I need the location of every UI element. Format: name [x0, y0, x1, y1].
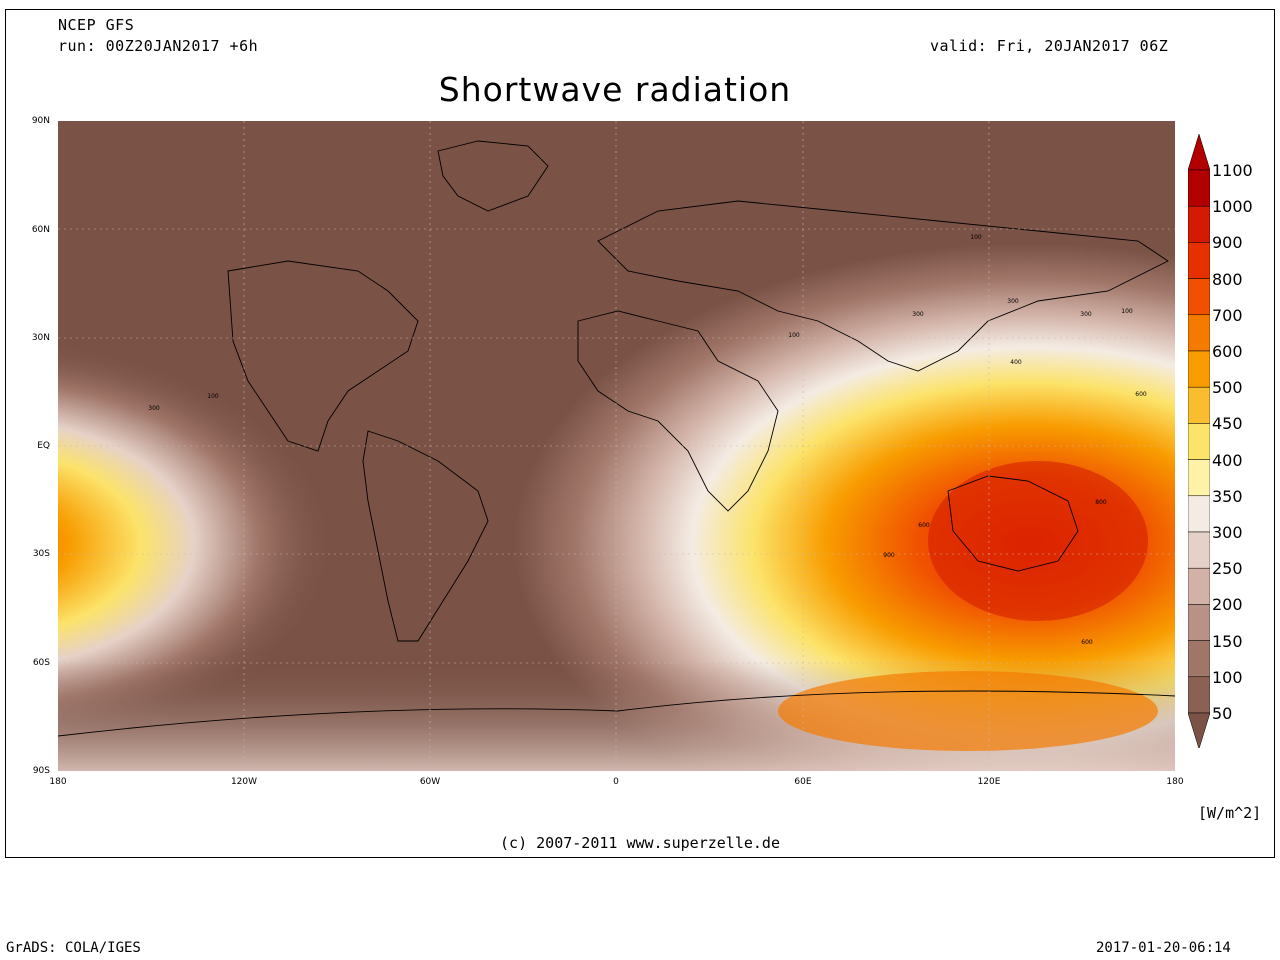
colorbar-swatch — [1188, 242, 1210, 279]
contour-label: 300 — [1007, 298, 1019, 305]
lon-label-60e: 60E — [794, 777, 812, 787]
colorbar-bottom-arrow — [1188, 712, 1210, 748]
contour-label: 800 — [1095, 499, 1107, 506]
colorbar-swatch — [1188, 640, 1210, 678]
lat-label-90n: 90N — [31, 116, 50, 126]
colorbar-swatch — [1188, 350, 1210, 388]
colorbar-swatch — [1188, 531, 1210, 569]
colorbar-level-label: 50 — [1212, 704, 1233, 723]
valid-time: valid: Fri, 20JAN2017 06Z — [930, 37, 1169, 55]
lon-label-180e: 180 — [1166, 777, 1184, 787]
lon-label-0: 0 — [613, 777, 619, 787]
colorbar-level-label: 200 — [1212, 595, 1243, 615]
antarctica-outline — [57, 690, 1176, 737]
colorbar-level-label: 350 — [1212, 486, 1243, 506]
graticule — [58, 121, 1175, 771]
contour-label: 100 — [970, 234, 982, 241]
colorbar-level-label: 900 — [1212, 233, 1243, 253]
south-america-outline — [362, 430, 489, 642]
colorbar-swatch — [1188, 278, 1210, 316]
africa-outline — [577, 310, 779, 512]
colorbar-top-arrow — [1188, 134, 1210, 171]
lon-label-180w: 180 — [49, 777, 67, 787]
copyright: (c) 2007-2011 www.superzelle.de — [500, 834, 780, 852]
contour-label: 100 — [207, 393, 219, 400]
colorbar-level-label: 800 — [1212, 269, 1243, 289]
contour-label: 600 — [1081, 639, 1093, 646]
contour-label: 300 — [1080, 311, 1092, 318]
colorbar-swatch — [1188, 169, 1210, 207]
footer-left: GrADS: COLA/IGES — [6, 940, 141, 956]
australia-max — [928, 461, 1148, 621]
colorbar-swatch — [1188, 386, 1210, 424]
contour-label: 300 — [912, 311, 924, 318]
lat-label-60s: 60S — [32, 658, 50, 668]
lat-label-eq: EQ — [37, 441, 50, 451]
colorbar-level-label: 600 — [1212, 342, 1243, 361]
colorbar-level-label: 500 — [1212, 378, 1243, 398]
lat-label-90s: 90S — [32, 766, 50, 776]
colorbar-unit: [W/m^2] — [1198, 804, 1262, 822]
colorbar-swatch — [1188, 423, 1210, 460]
footer-right: 2017-01-20-06:14 — [1096, 940, 1231, 956]
greenland-outline — [437, 140, 549, 212]
colorbar-level-label: 1000 — [1212, 197, 1253, 217]
colorbar-swatch — [1188, 459, 1210, 497]
colorbar-level-label: 300 — [1212, 523, 1243, 542]
colorbar-level-label: 400 — [1212, 450, 1243, 470]
lon-label-120w: 120W — [230, 777, 258, 787]
colorbar-swatch — [1188, 205, 1210, 243]
lon-label-120e: 120E — [977, 777, 1001, 787]
contour-label: 600 — [918, 522, 930, 529]
contour-label: 100 — [788, 332, 800, 339]
antarctic-high-band — [778, 671, 1158, 751]
plot-frame — [5, 9, 1275, 858]
radiation-map: 100 300 300 100 100 300 400 600 800 900 … — [57, 121, 1176, 771]
colorbar-swatch — [1188, 676, 1210, 714]
lat-label-30n: 30N — [31, 333, 50, 343]
contour-label-group: 100 300 300 100 100 300 400 600 800 900 … — [148, 234, 1147, 646]
colorbar-level-label: 450 — [1212, 414, 1243, 434]
eurasia-outline — [597, 200, 1169, 372]
colorbar-level-label: 250 — [1212, 559, 1243, 579]
colorbar-swatch — [1188, 567, 1210, 605]
colorbar-level-label: 1100 — [1212, 161, 1253, 180]
colorbar-level-label: 100 — [1212, 667, 1243, 687]
colorbar-level-label: 700 — [1212, 305, 1243, 325]
model-name: NCEP GFS — [58, 16, 135, 34]
lat-label-30s: 30S — [32, 549, 50, 559]
colorbar-swatch — [1188, 604, 1210, 641]
contour-label: 300 — [148, 405, 160, 412]
run-time: run: 00Z20JAN2017 +6h — [58, 37, 259, 55]
colorbar-level-label: 150 — [1212, 631, 1243, 651]
contour-label: 100 — [1121, 308, 1133, 315]
contour-label: 400 — [1010, 359, 1022, 366]
north-america-outline — [227, 260, 419, 452]
lon-label-60w: 60W — [419, 777, 441, 787]
radiation-field-svg: 100 300 300 100 100 300 400 600 800 900 … — [57, 121, 1176, 771]
lat-label-60n: 60N — [31, 225, 50, 235]
colorbar-swatch — [1188, 495, 1210, 533]
australia-outline — [947, 475, 1079, 572]
contour-label: 600 — [1135, 391, 1147, 398]
coastlines — [57, 140, 1176, 737]
map-title: Shortwave radiation — [438, 70, 792, 109]
colorbar-swatch — [1188, 314, 1210, 352]
contour-label: 900 — [883, 552, 895, 559]
colorbar — [1188, 134, 1210, 748]
